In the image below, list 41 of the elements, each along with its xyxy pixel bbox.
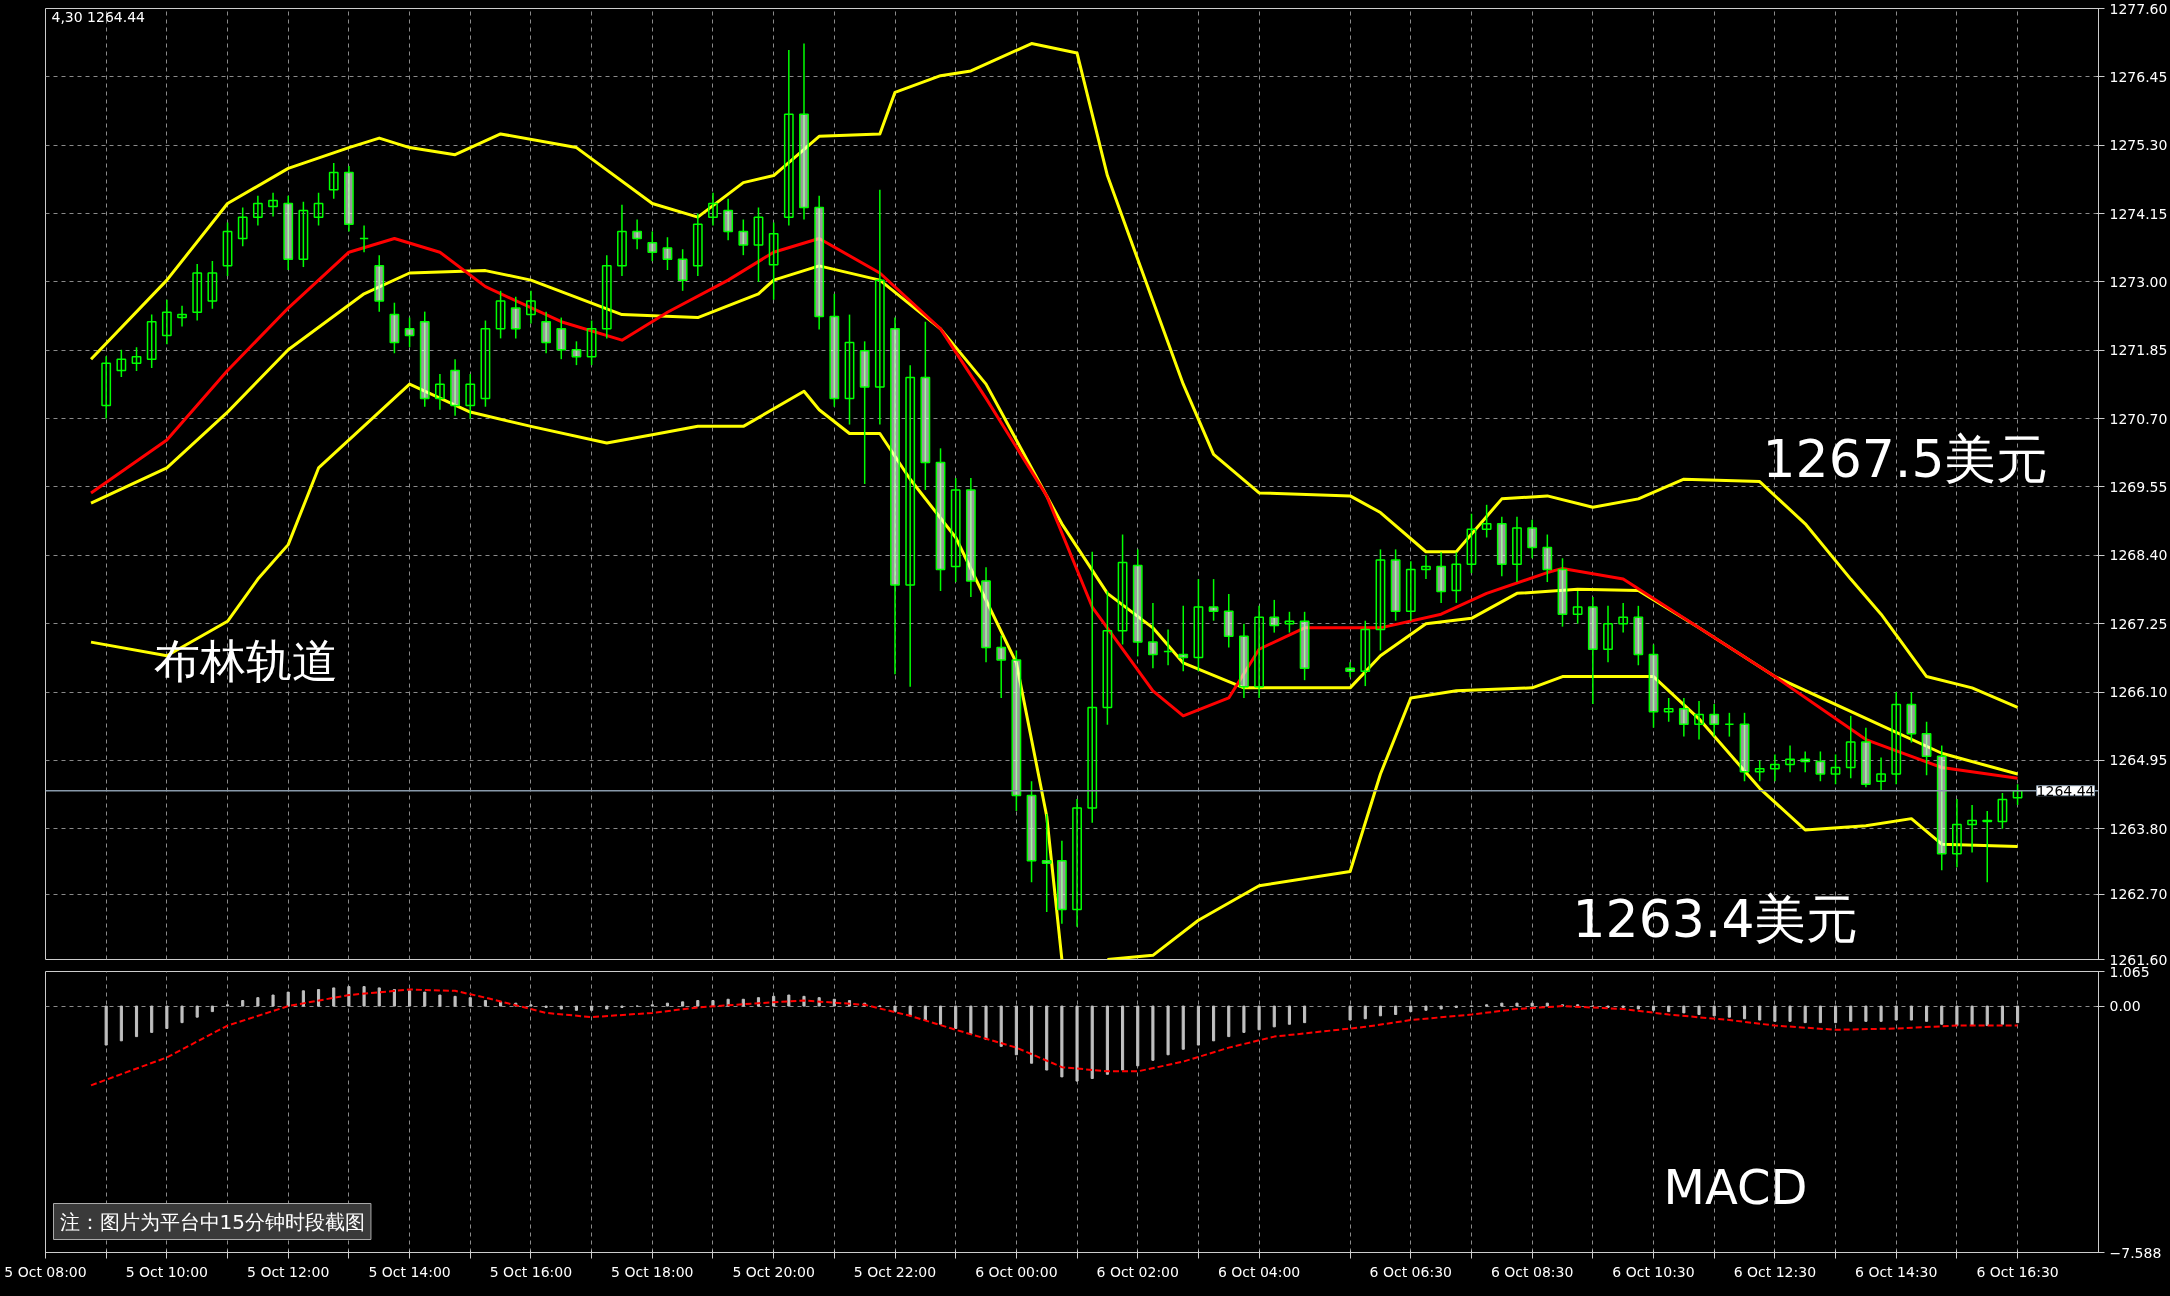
y-tick-label: 1263.80: [2109, 820, 2168, 837]
y-tick-label: 0.00: [2109, 998, 2141, 1015]
y-tick-label: 1262.70: [2109, 886, 2168, 903]
y-tick-label: 1277.60: [2109, 0, 2168, 17]
x-tick-label: 5 Oct 08:00: [4, 1263, 87, 1280]
annotation: 4,30 1264.44: [51, 8, 146, 25]
y-tick-label: 1266.10: [2109, 684, 2168, 701]
x-tick-label: 5 Oct 18:00: [611, 1263, 694, 1280]
y-tick-label: 1261.60: [2109, 951, 2168, 968]
x-tick-label: 5 Oct 22:00: [853, 1263, 937, 1280]
x-tick-label: 6 Oct 14:30: [1855, 1263, 1938, 1280]
annotation: MACD: [1663, 1158, 1808, 1215]
ref-line-label: 1264.44: [2036, 782, 2095, 799]
x-tick-label: 6 Oct 12:30: [1733, 1263, 1817, 1280]
x-tick-label: 6 Oct 08:30: [1490, 1263, 1574, 1280]
annotation: 布林轨道: [153, 633, 338, 688]
x-tick-label: 6 Oct 16:30: [1976, 1263, 2059, 1280]
y-tick-label: 1271.85: [2109, 342, 2168, 359]
annotation: 1267.5美元: [1762, 428, 2049, 489]
x-tick-label: 6 Oct 06:30: [1369, 1263, 1452, 1280]
x-tick-label: 6 Oct 02:00: [1096, 1263, 1179, 1280]
x-tick-label: 5 Oct 16:00: [489, 1263, 573, 1280]
x-tick-label: 5 Oct 10:00: [125, 1263, 209, 1280]
y-tick-label: 1270.70: [2109, 410, 2168, 427]
y-tick-label: 1264.95: [2109, 752, 2168, 769]
x-tick-label: 5 Oct 20:00: [732, 1263, 815, 1280]
y-tick-label: 1267.25: [2109, 615, 2168, 632]
y-tick-label: 1276.45: [2109, 68, 2168, 85]
y-tick-label: 1269.55: [2109, 478, 2168, 495]
x-tick-label: 5 Oct 12:00: [247, 1263, 330, 1280]
y-tick-label: 1275.30: [2109, 137, 2168, 154]
x-tick-label: 5 Oct 14:00: [368, 1263, 451, 1280]
x-tick-label: 6 Oct 04:00: [1217, 1263, 1301, 1280]
annotation: 1263.4美元: [1572, 888, 1859, 949]
annotation: 注：图片为平台中15分钟时段截图: [59, 1209, 365, 1234]
x-tick-label: 6 Oct 00:00: [975, 1263, 1058, 1280]
y-tick-label: −7.588: [2109, 1244, 2162, 1261]
y-tick-label: 1273.00: [2109, 273, 2168, 290]
y-tick-label: 1268.40: [2109, 547, 2168, 564]
x-tick-label: 6 Oct 10:30: [1612, 1263, 1695, 1280]
y-tick-label: 1274.15: [2109, 205, 2168, 222]
